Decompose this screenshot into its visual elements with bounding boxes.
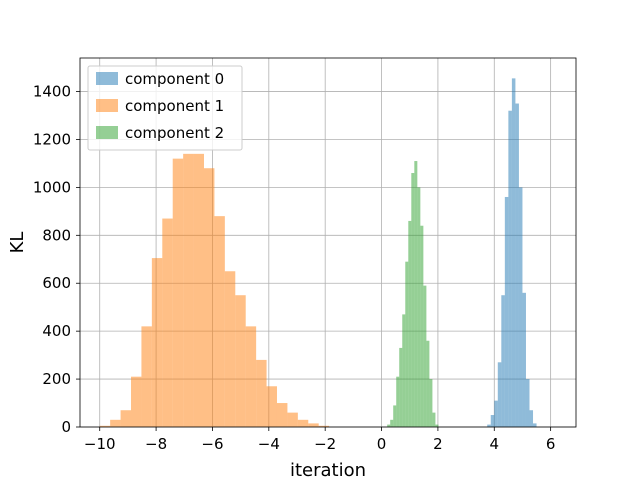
- y-tick-label: 200: [42, 370, 71, 388]
- histogram-bar: [522, 292, 526, 427]
- histogram-bar: [162, 218, 173, 427]
- x-axis-label: iteration: [290, 460, 366, 480]
- histogram-bar: [99, 425, 111, 427]
- histogram-bar: [131, 376, 142, 427]
- histogram-bar: [110, 419, 121, 427]
- histogram-bar: [256, 359, 267, 427]
- histogram-bar: [245, 326, 257, 427]
- histogram-bar: [511, 78, 516, 427]
- histogram-bar: [214, 216, 225, 427]
- histogram-bar: [420, 225, 424, 427]
- histogram-bar: [525, 379, 530, 427]
- legend-swatch: [96, 126, 118, 139]
- histogram-bar: [508, 110, 512, 427]
- histogram-bar: [266, 386, 277, 427]
- histogram-bar: [193, 153, 204, 427]
- histogram-bar: [390, 419, 394, 427]
- x-tick-label: 2: [433, 435, 443, 453]
- y-tick-label: 0: [61, 418, 71, 436]
- histogram-bar: [402, 314, 406, 427]
- x-tick-label: −10: [84, 435, 116, 453]
- histogram-bar: [287, 412, 298, 427]
- histogram-bar: [504, 196, 509, 427]
- histogram-bar: [318, 425, 330, 427]
- x-tick-label: 0: [377, 435, 387, 453]
- legend-label: component 1: [125, 97, 224, 115]
- x-tick-label: −4: [258, 435, 280, 453]
- histogram-bar: [297, 419, 309, 427]
- histogram-bar: [396, 376, 400, 427]
- histogram-bar: [405, 261, 409, 427]
- legend-label: component 2: [125, 124, 224, 142]
- x-tick-label: −2: [314, 435, 336, 453]
- y-tick-label: 1200: [33, 130, 71, 148]
- histogram-bar: [518, 187, 523, 427]
- histogram-bar: [414, 161, 418, 427]
- histogram-bar: [417, 187, 421, 427]
- histogram-bar: [183, 153, 194, 427]
- histogram-bar: [224, 271, 236, 427]
- axis-ticks: −10 −8 −6 −4 −2 0 2 4 6 0 200 400 600 800 1000 1200 1400: [33, 83, 556, 453]
- histogram-bar: [393, 405, 397, 427]
- histogram-bar: [120, 410, 132, 427]
- histogram-bar: [501, 295, 505, 427]
- series-2-bars: [387, 161, 439, 427]
- legend-label: component 0: [125, 70, 224, 88]
- axes-frame: [79, 57, 577, 428]
- histogram-bar: [387, 424, 391, 427]
- histogram-bar: [429, 379, 433, 427]
- series-1-bars: [99, 153, 330, 428]
- series-0-bars: [487, 78, 537, 427]
- histogram-bar: [494, 400, 498, 427]
- histogram-bar: [497, 362, 502, 427]
- histogram-bar: [432, 412, 436, 427]
- y-axis-label: KL: [7, 232, 28, 254]
- x-tick-label: 4: [489, 435, 499, 453]
- histogram-bar: [423, 285, 427, 427]
- histogram-bar: [515, 103, 519, 427]
- legend-swatch: [96, 99, 118, 112]
- histogram-bar: [276, 403, 288, 427]
- histogram-bar: [141, 326, 152, 427]
- histogram-bar: [529, 410, 534, 427]
- histogram-bar: [399, 347, 403, 427]
- legend: component 0 component 1 component 2: [87, 65, 243, 151]
- y-tick-label: 800: [42, 226, 71, 244]
- histogram-bar: [533, 423, 537, 427]
- x-tick-label: 6: [546, 435, 556, 453]
- histogram-bar: [151, 258, 163, 427]
- histogram-bars: [99, 78, 537, 428]
- histogram-bar: [235, 295, 246, 427]
- legend-box: [87, 65, 243, 151]
- histogram-bar: [435, 424, 439, 427]
- histogram-bar: [490, 415, 495, 427]
- y-tick-label: 1000: [33, 178, 71, 196]
- histogram-bar: [408, 220, 412, 427]
- y-tick-label: 600: [42, 274, 71, 292]
- y-tick-label: 1400: [33, 83, 71, 101]
- histogram-bar: [172, 158, 184, 428]
- histogram-bar: [487, 424, 491, 427]
- legend-swatch: [96, 72, 118, 85]
- histogram-bar: [204, 168, 215, 428]
- x-tick-label: −8: [145, 435, 167, 453]
- histogram-bar: [308, 423, 319, 427]
- histogram-bar: [411, 173, 415, 427]
- y-tick-label: 400: [42, 322, 71, 340]
- x-tick-label: −6: [201, 435, 223, 453]
- histogram-bar: [426, 340, 430, 427]
